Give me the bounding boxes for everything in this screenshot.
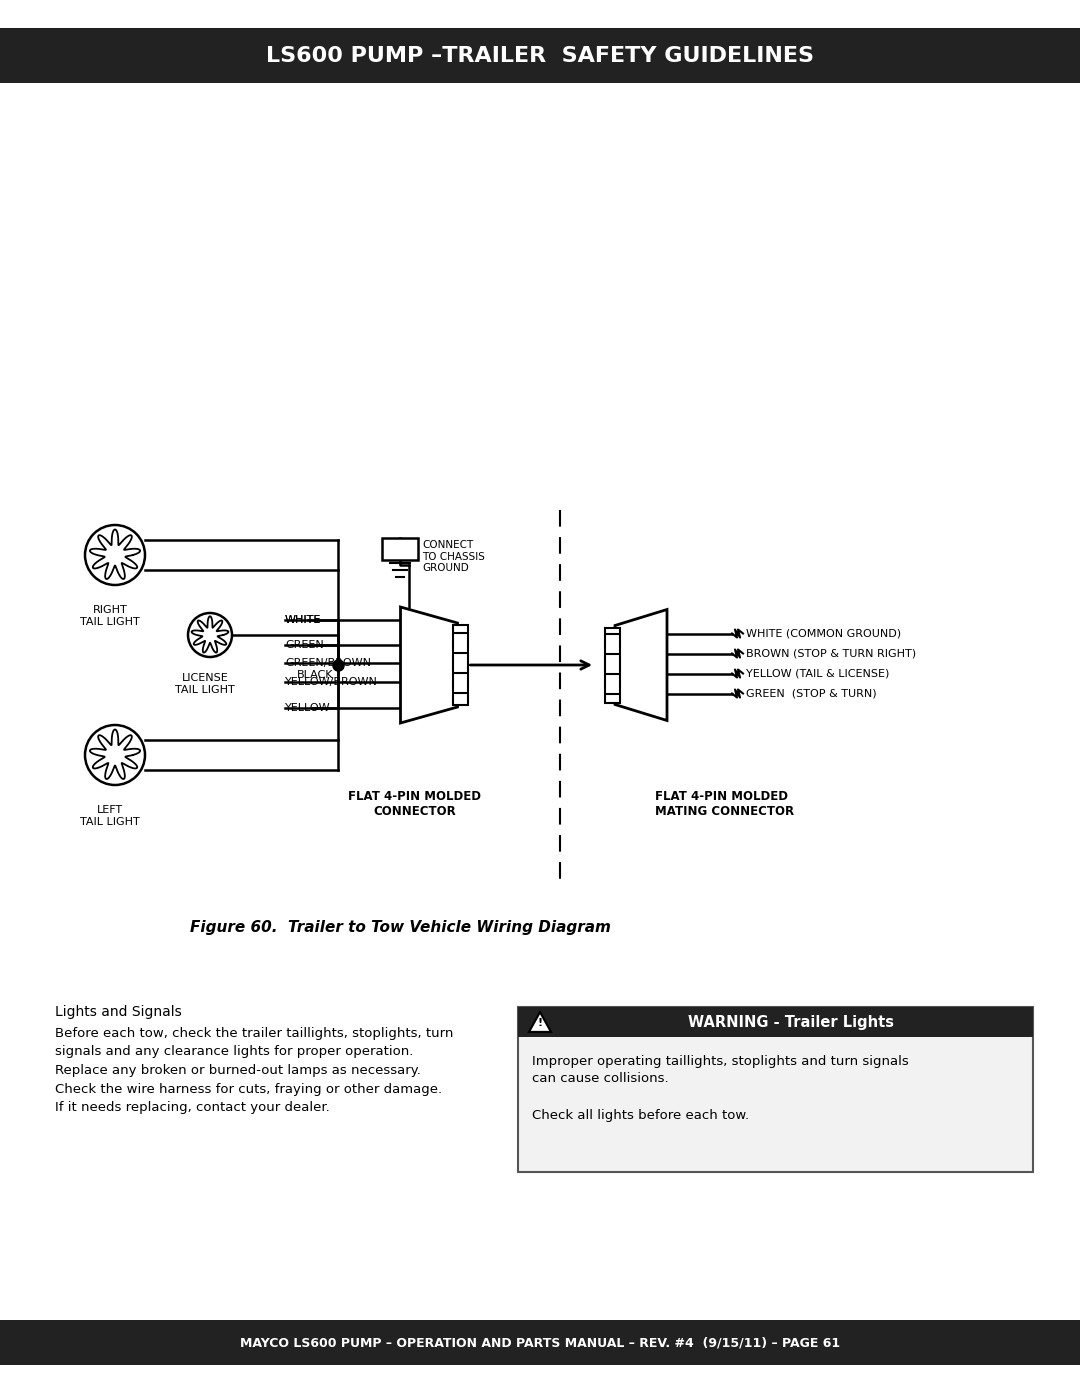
Text: Figure 60.  Trailer to Tow Vehicle Wiring Diagram: Figure 60. Trailer to Tow Vehicle Wiring… xyxy=(190,921,610,935)
Text: Check all lights before each tow.: Check all lights before each tow. xyxy=(532,1109,750,1122)
Text: !: ! xyxy=(538,1018,542,1028)
Text: LS600 PUMP –TRAILER  SAFETY GUIDELINES: LS600 PUMP –TRAILER SAFETY GUIDELINES xyxy=(266,46,814,66)
Text: WHITE (COMMON GROUND): WHITE (COMMON GROUND) xyxy=(746,629,901,638)
Text: MAYCO LS600 PUMP – OPERATION AND PARTS MANUAL – REV. #4  (9/15/11) – PAGE 61: MAYCO LS600 PUMP – OPERATION AND PARTS M… xyxy=(240,1336,840,1350)
Bar xyxy=(518,1007,1032,1172)
Text: FLAT 4-PIN MOLDED
MATING CONNECTOR: FLAT 4-PIN MOLDED MATING CONNECTOR xyxy=(654,789,794,819)
Text: WARNING - Trailer Lights: WARNING - Trailer Lights xyxy=(688,1014,893,1030)
Text: YELLOW: YELLOW xyxy=(285,703,330,712)
Text: Lights and Signals: Lights and Signals xyxy=(55,1004,181,1018)
Bar xyxy=(382,538,418,560)
Text: WHITE: WHITE xyxy=(285,615,322,624)
Text: YELLOW (TAIL & LICENSE): YELLOW (TAIL & LICENSE) xyxy=(746,669,889,679)
Text: WHITE: WHITE xyxy=(285,615,322,624)
Polygon shape xyxy=(529,1011,551,1032)
Text: GREEN: GREEN xyxy=(285,640,324,650)
Text: Before each tow, check the trailer taillights, stoplights, turn
signals and any : Before each tow, check the trailer taill… xyxy=(55,1027,454,1113)
Polygon shape xyxy=(605,627,620,703)
Text: Improper operating taillights, stoplights and turn signals
can cause collisions.: Improper operating taillights, stoplight… xyxy=(532,1055,908,1085)
Polygon shape xyxy=(615,609,667,721)
Text: LICENSE
TAIL LIGHT: LICENSE TAIL LIGHT xyxy=(175,673,234,694)
Text: LEFT
TAIL LIGHT: LEFT TAIL LIGHT xyxy=(80,805,140,827)
Text: BLACK: BLACK xyxy=(297,671,333,680)
Text: FLAT 4-PIN MOLDED
CONNECTOR: FLAT 4-PIN MOLDED CONNECTOR xyxy=(349,789,482,819)
Text: BROWN (STOP & TURN RIGHT): BROWN (STOP & TURN RIGHT) xyxy=(746,648,916,658)
Polygon shape xyxy=(453,624,468,705)
Text: CONNECT
TO CHASSIS
GROUND: CONNECT TO CHASSIS GROUND xyxy=(422,541,485,573)
Polygon shape xyxy=(401,608,458,724)
Text: GREEN  (STOP & TURN): GREEN (STOP & TURN) xyxy=(746,689,877,698)
Text: RIGHT
TAIL LIGHT: RIGHT TAIL LIGHT xyxy=(80,605,140,627)
Bar xyxy=(0,28,1080,82)
Bar xyxy=(0,1320,1080,1365)
Text: YELLOW/BROWN: YELLOW/BROWN xyxy=(285,678,378,687)
Text: GREEN/BROWN: GREEN/BROWN xyxy=(285,658,372,668)
Bar xyxy=(518,1007,1032,1037)
